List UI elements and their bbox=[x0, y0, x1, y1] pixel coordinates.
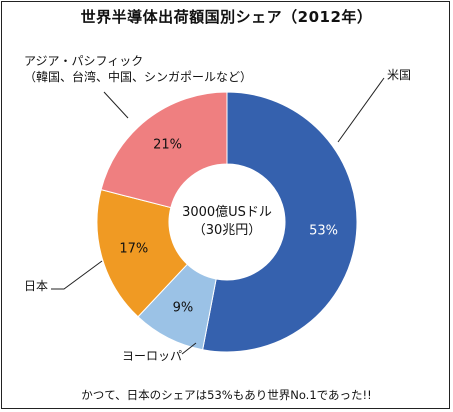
slice-value-label-asia-pacific: 21% bbox=[153, 137, 182, 153]
chart-footnote: かつて、日本のシェアは53%もあり世界No.1であった!! bbox=[81, 388, 372, 402]
donut-slice-japan bbox=[96, 189, 189, 318]
donut-center-text: 3000億USドル （30兆円） bbox=[182, 204, 272, 240]
donut-slice-asia-pacific bbox=[100, 91, 228, 209]
category-label-asia-pacific-line1: アジア・パシフィック bbox=[24, 54, 144, 68]
slice-value-label-europe: 9% bbox=[172, 300, 194, 316]
center-total-value: 3000億USドル bbox=[182, 205, 272, 220]
category-label-asia-pacific-line2: （韓国、台湾、中国、シンガポールなど） bbox=[24, 70, 253, 84]
slice-value-label-us: 53% bbox=[309, 223, 339, 239]
slice-value-label-japan: 17% bbox=[119, 241, 149, 257]
leader-line-asia-pacific bbox=[103, 91, 129, 119]
donut-slice-us bbox=[202, 91, 358, 353]
category-label-asia-pacific: アジア・パシフィック （韓国、台湾、中国、シンガポールなど） bbox=[24, 53, 252, 85]
leader-line-japan bbox=[51, 260, 103, 290]
category-label-europe: ヨーロッパ bbox=[122, 349, 183, 363]
center-total-yen: （30兆円） bbox=[192, 223, 262, 238]
chart-title: 世界半導体出荷額国別シェア（2012年） bbox=[80, 8, 373, 26]
leader-line-europe bbox=[181, 342, 197, 355]
category-label-us: 米国 bbox=[387, 68, 412, 82]
category-label-japan: 日本 bbox=[24, 279, 49, 293]
leader-line-us bbox=[337, 77, 385, 143]
